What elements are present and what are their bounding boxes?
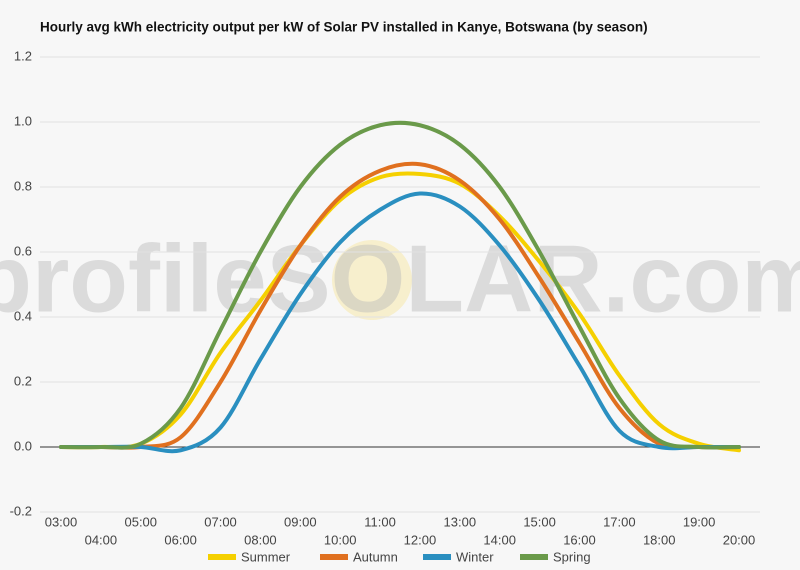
- watermark-sun: [332, 240, 412, 320]
- y-tick-label: 0.0: [14, 438, 32, 453]
- legend-label: Summer: [241, 549, 291, 564]
- chart-title: Hourly avg kWh electricity output per kW…: [40, 20, 648, 35]
- x-tick-label: 20:00: [723, 532, 756, 547]
- x-tick-label: 05:00: [124, 514, 157, 529]
- x-tick-label: 19:00: [683, 514, 716, 529]
- x-tick-label: 04:00: [85, 532, 118, 547]
- legend-label: Spring: [553, 549, 591, 564]
- series-line: [59, 161, 741, 450]
- x-tick-label: 13:00: [444, 514, 477, 529]
- y-tick-label: 0.8: [14, 178, 32, 193]
- x-tick-label: 07:00: [204, 514, 237, 529]
- x-tick-label: 11:00: [364, 514, 396, 529]
- legend-swatch: [320, 554, 348, 560]
- legend-swatch: [520, 554, 548, 560]
- x-tick-label: 16:00: [563, 532, 596, 547]
- y-tick-label: 1.2: [14, 48, 32, 63]
- x-tick-label: 06:00: [164, 532, 197, 547]
- x-tick-label: 12:00: [404, 532, 437, 547]
- y-tick-label: 0.2: [14, 373, 32, 388]
- x-tick-label: 08:00: [244, 532, 277, 547]
- x-tick-label: 17:00: [603, 514, 636, 529]
- x-tick-label: 18:00: [643, 532, 676, 547]
- legend-label: Autumn: [353, 549, 398, 564]
- x-tick-label: 03:00: [45, 514, 78, 529]
- legend-swatch: [423, 554, 451, 560]
- series-line: [59, 171, 741, 453]
- series-line: [59, 191, 741, 454]
- y-tick-label: -0.2: [10, 503, 32, 518]
- legend-swatch: [208, 554, 236, 560]
- x-tick-label: 09:00: [284, 514, 317, 529]
- x-tick-label: 14:00: [483, 532, 516, 547]
- series-line: [59, 120, 741, 450]
- x-tick-label: 10:00: [324, 532, 357, 547]
- y-tick-label: 0.6: [14, 243, 32, 258]
- x-tick-label: 15:00: [523, 514, 556, 529]
- y-tick-label: 0.4: [14, 308, 32, 323]
- watermark: profileSOLAR.com: [0, 225, 800, 332]
- legend-label: Winter: [456, 549, 494, 564]
- y-tick-label: 1.0: [14, 113, 32, 128]
